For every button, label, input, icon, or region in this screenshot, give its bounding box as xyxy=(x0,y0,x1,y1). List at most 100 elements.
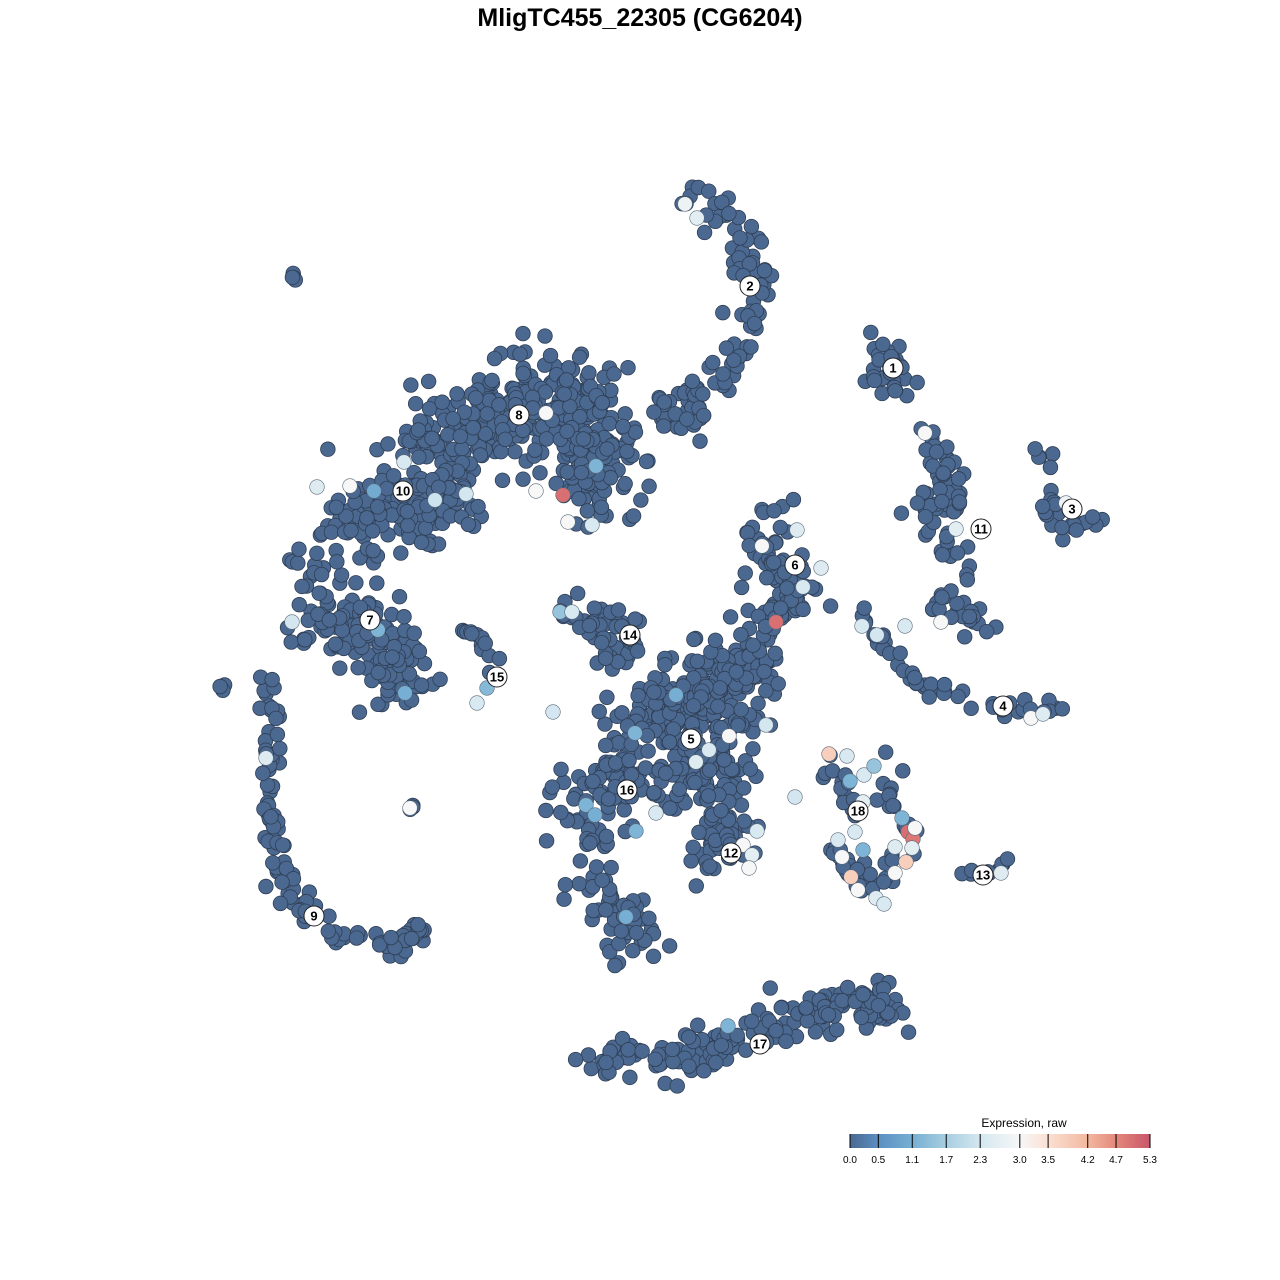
expressing-cell-point xyxy=(854,618,870,634)
cell-point xyxy=(486,350,503,367)
cell-point xyxy=(311,585,327,601)
cell-point xyxy=(743,218,760,235)
expressing-cell-point xyxy=(768,614,784,630)
cell-point xyxy=(608,755,624,771)
expressing-cell-point xyxy=(821,746,837,762)
legend-tick-label: 0.0 xyxy=(843,1155,857,1166)
cell-point xyxy=(329,554,345,570)
cell-point xyxy=(263,809,279,825)
cell-point xyxy=(265,855,281,871)
cell-point xyxy=(743,339,759,355)
legend-tick-label: 1.1 xyxy=(905,1155,919,1166)
cell-point xyxy=(829,1022,845,1038)
cell-point xyxy=(692,433,708,449)
cell-point xyxy=(934,547,951,563)
cell-point xyxy=(212,678,228,695)
cell-point xyxy=(895,763,911,779)
cell-point xyxy=(681,1058,697,1074)
cell-point xyxy=(684,373,701,389)
cell-point xyxy=(571,349,588,365)
cell-point xyxy=(548,475,564,492)
cell-point xyxy=(892,645,908,661)
cell-point xyxy=(619,443,635,460)
cell-point xyxy=(512,346,528,362)
cell-point xyxy=(385,468,402,484)
cell-point xyxy=(594,395,610,411)
cell-point xyxy=(456,404,473,420)
cell-point xyxy=(432,671,448,687)
cluster-label-16: 16 xyxy=(616,779,638,801)
cell-point xyxy=(556,891,572,907)
cell-point xyxy=(863,324,879,341)
expressing-cell-point xyxy=(688,754,704,770)
cluster-label-badge xyxy=(619,624,641,646)
cell-point xyxy=(900,1024,917,1040)
expressing-cell-point xyxy=(789,522,805,538)
legend-tick-label: 3.0 xyxy=(1013,1155,1027,1166)
legend-colorbar xyxy=(850,1134,1150,1148)
expressing-cell-point xyxy=(898,854,914,870)
cell-point xyxy=(445,411,461,427)
cell-point xyxy=(598,1054,614,1071)
cluster-label-badge xyxy=(359,609,381,631)
cell-point xyxy=(348,930,365,946)
expressing-cell-point xyxy=(744,847,760,863)
expressing-cell-point xyxy=(720,1018,736,1034)
cluster-label-badge xyxy=(992,695,1014,717)
cell-point xyxy=(380,436,396,452)
expressing-cell-point xyxy=(843,869,859,885)
cell-point xyxy=(350,660,366,676)
cell-point xyxy=(921,689,937,705)
cluster-label-badge xyxy=(486,666,508,688)
cell-point xyxy=(410,917,426,933)
cluster-label-badge xyxy=(1061,498,1083,520)
cell-point xyxy=(746,315,763,332)
cell-point xyxy=(527,442,543,458)
cell-point xyxy=(515,471,531,487)
cluster-label-text: 18 xyxy=(851,804,865,819)
cell-point xyxy=(255,765,271,781)
cluster-label-badge xyxy=(680,728,702,750)
expressing-cell-point xyxy=(855,842,871,858)
cell-point xyxy=(620,359,636,376)
cell-point xyxy=(591,703,607,720)
cell-point xyxy=(403,377,419,393)
cell-point xyxy=(884,852,900,868)
cell-point xyxy=(573,464,590,481)
cell-point xyxy=(687,774,703,791)
expressing-cell-point xyxy=(538,405,554,421)
cell-point xyxy=(365,542,381,559)
cell-point xyxy=(773,1000,789,1016)
cell-point xyxy=(272,895,289,912)
cell-point xyxy=(538,431,555,447)
cell-point xyxy=(396,609,412,625)
cell-point xyxy=(936,676,953,693)
cell-point xyxy=(917,509,934,525)
cluster-label-text: 7 xyxy=(366,613,373,628)
cell-point xyxy=(641,910,657,926)
expressing-cell-point xyxy=(887,839,903,855)
cell-point xyxy=(877,744,894,760)
cell-point xyxy=(542,347,559,364)
cell-point xyxy=(733,579,750,596)
cell-point xyxy=(741,537,757,554)
expressing-cell-point xyxy=(618,909,634,925)
expressing-cell-point xyxy=(469,695,485,711)
cell-point xyxy=(767,645,783,662)
cell-point xyxy=(328,499,345,515)
expressing-cell-point xyxy=(993,865,1009,881)
cell-point xyxy=(491,397,507,413)
cell-point xyxy=(283,634,299,650)
expressing-cell-point xyxy=(578,797,594,813)
expressing-cell-point xyxy=(856,767,872,783)
cell-point xyxy=(491,650,508,667)
expressing-cell-point xyxy=(795,579,811,595)
cell-point xyxy=(662,800,678,816)
cell-point xyxy=(477,635,493,652)
cell-point xyxy=(468,390,484,406)
cell-point xyxy=(622,1069,638,1086)
cell-point xyxy=(364,523,381,539)
cluster-label-text: 12 xyxy=(724,846,738,861)
cell-point xyxy=(606,366,622,382)
cluster-label-7: 7 xyxy=(359,609,381,631)
